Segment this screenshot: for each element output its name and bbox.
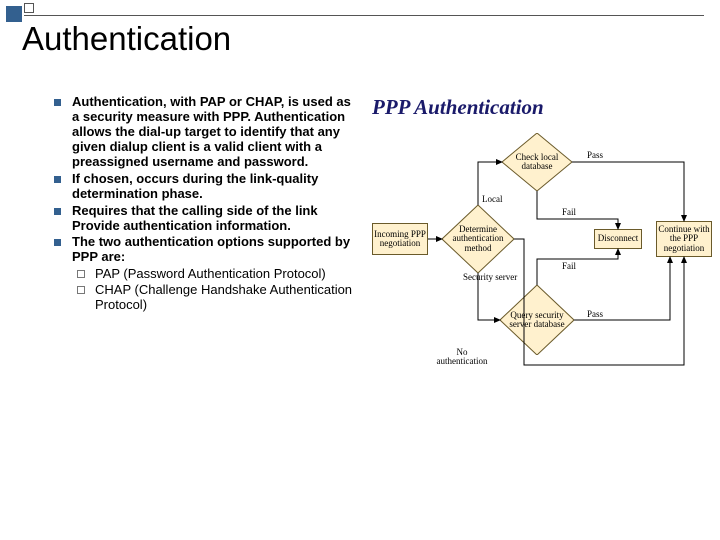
edge-label-fail1: Fail xyxy=(562,208,576,217)
sub-bullet-item: CHAP (Challenge Handshake Authentication… xyxy=(75,283,360,313)
slide-body: Authentication, with PAP or CHAP, is use… xyxy=(50,95,360,314)
node-query-sec: Query security server database xyxy=(500,285,574,355)
edge-label-no-auth: No authentication xyxy=(434,348,490,367)
edge-label-local: Local xyxy=(482,195,503,204)
node-incoming: Incoming PPP negotiation xyxy=(372,223,428,255)
bullet-item: The two authentication options supported… xyxy=(50,235,360,265)
slide-title: Authentication xyxy=(22,20,231,58)
edge-label-pass1: Pass xyxy=(587,151,603,160)
node-disconnect: Disconnect xyxy=(594,229,642,249)
edge-label-pass2: Pass xyxy=(587,310,603,319)
sub-bullet-item: PAP (Password Authentication Protocol) xyxy=(75,267,360,282)
node-check-local: Check local database xyxy=(502,133,572,191)
bullet-item: If chosen, occurs during the link-qualit… xyxy=(50,172,360,202)
bullet-item: Requires that the calling side of the li… xyxy=(50,204,360,234)
ppp-auth-diagram: PPP Authentication Incoming PPP negotiat… xyxy=(372,95,712,395)
edge-label-fail2: Fail xyxy=(562,262,576,271)
node-determine: Determine authentication method xyxy=(442,205,514,273)
diagram-title: PPP Authentication xyxy=(372,95,712,120)
node-continue: Continue with the PPP negotiation xyxy=(656,221,712,257)
bullet-item: Authentication, with PAP or CHAP, is use… xyxy=(50,95,360,170)
